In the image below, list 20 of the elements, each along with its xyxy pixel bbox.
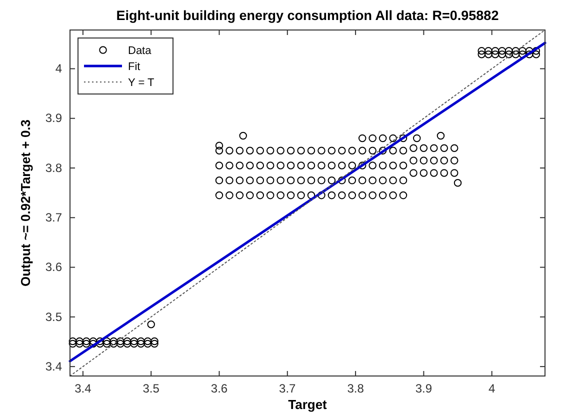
x-tick-label: 3.6 bbox=[210, 382, 228, 396]
x-tick-label: 3.9 bbox=[415, 382, 432, 396]
y-tick-label: 3.9 bbox=[45, 111, 62, 126]
x-tick-label: 3.5 bbox=[142, 382, 160, 396]
chart-title: Eight-unit building energy consumption All data: R=0.95882 bbox=[116, 8, 499, 23]
y-axis-title: Output ~= 0.92*Target + 0.3 bbox=[18, 119, 33, 287]
y-tick-label: 3.7 bbox=[45, 210, 62, 224]
x-axis-title: Target bbox=[288, 397, 328, 412]
x-tick-label: 4 bbox=[488, 382, 496, 396]
y-tick-label: 3.8 bbox=[45, 160, 62, 175]
y-tick-label: 3.4 bbox=[45, 359, 62, 374]
y-tick-label: 4 bbox=[55, 62, 62, 76]
legend-label: Fit bbox=[128, 61, 140, 73]
x-tick-label: 3.4 bbox=[74, 382, 92, 396]
legend-label: Y = T bbox=[128, 77, 154, 89]
y-tick-label: 3.6 bbox=[45, 260, 62, 274]
x-tick-label: 3.8 bbox=[347, 382, 364, 396]
legend-label: Data bbox=[128, 45, 152, 57]
x-tick-label: 3.7 bbox=[279, 382, 296, 396]
y-tick-label: 3.5 bbox=[45, 310, 62, 324]
